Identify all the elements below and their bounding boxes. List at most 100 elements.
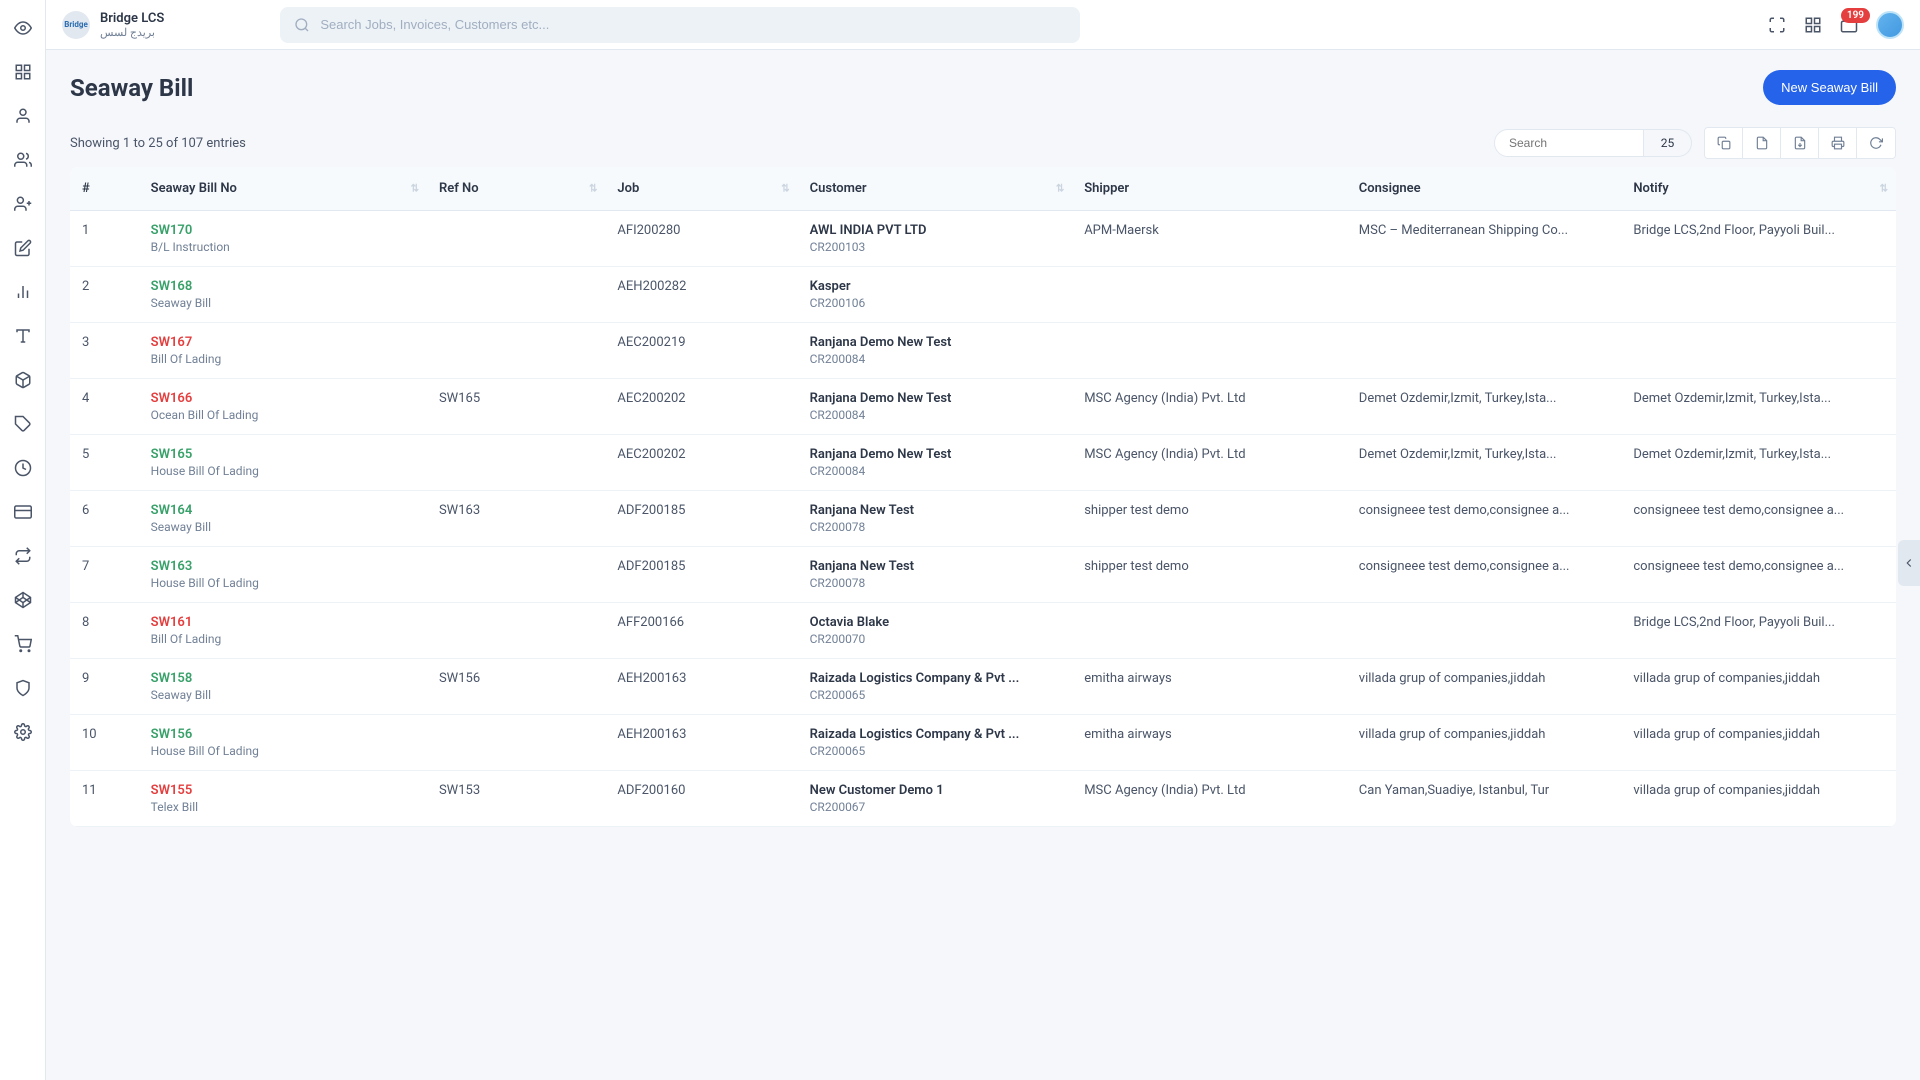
table-row[interactable]: 10 SW156 House Bill Of Lading AEH200163 …	[70, 715, 1896, 771]
search-input[interactable]	[320, 17, 1066, 32]
cell-consignee: villada grup of companies,jiddah	[1347, 715, 1622, 771]
cell-consignee: villada grup of companies,jiddah	[1347, 659, 1622, 715]
table-row[interactable]: 8 SW161 Bill Of Lading AFF200166 Octavia…	[70, 603, 1896, 659]
per-page-select[interactable]: 25	[1644, 129, 1692, 157]
customer-code: CR200078	[810, 576, 1061, 590]
customer-name: Ranjana New Test	[810, 559, 1061, 574]
table-row[interactable]: 9 SW158 Seaway Bill SW156 AEH200163 Raiz…	[70, 659, 1896, 715]
cell-shipper: shipper test demo	[1072, 547, 1347, 603]
download-button[interactable]	[1781, 128, 1819, 158]
users-icon[interactable]	[13, 150, 33, 170]
bill-type: House Bill Of Lading	[151, 744, 415, 758]
cell-consignee: consigneee test demo,consignee a...	[1347, 491, 1622, 547]
avatar[interactable]	[1876, 11, 1904, 39]
customer-name: Octavia Blake	[810, 615, 1061, 630]
font-icon[interactable]	[13, 326, 33, 346]
cell-shipper: emitha airways	[1072, 715, 1347, 771]
table-row[interactable]: 4 SW166 Ocean Bill Of Lading SW165 AEC20…	[70, 379, 1896, 435]
table-row[interactable]: 7 SW163 House Bill Of Lading ADF200185 R…	[70, 547, 1896, 603]
bill-no-link[interactable]: SW163	[151, 559, 415, 574]
eye-icon[interactable]	[13, 18, 33, 38]
brand-title: Bridge LCS	[100, 11, 164, 26]
bill-no-link[interactable]: SW164	[151, 503, 415, 518]
customer-code: CR200084	[810, 408, 1061, 422]
user-icon[interactable]	[13, 106, 33, 126]
table-row[interactable]: 3 SW167 Bill Of Lading AEC200219 Ranjana…	[70, 323, 1896, 379]
customer-code: CR200103	[810, 240, 1061, 254]
logo-area[interactable]: Bridge Bridge LCS بريدج لسس	[62, 11, 164, 39]
package-icon[interactable]	[13, 370, 33, 390]
bill-no-link[interactable]: SW165	[151, 447, 415, 462]
customer-code: CR200078	[810, 520, 1061, 534]
cell-ref	[427, 435, 605, 491]
col-num[interactable]: #	[70, 167, 139, 211]
bill-no-link[interactable]: SW166	[151, 391, 415, 406]
table-row[interactable]: 5 SW165 House Bill Of Lading AEC200202 R…	[70, 435, 1896, 491]
bill-no-link[interactable]: SW158	[151, 671, 415, 686]
print-button[interactable]	[1819, 128, 1857, 158]
cell-shipper: emitha airways	[1072, 659, 1347, 715]
col-consignee[interactable]: Consignee	[1347, 167, 1622, 211]
bill-no-link[interactable]: SW155	[151, 783, 415, 798]
cart-icon[interactable]	[13, 634, 33, 654]
clock-icon[interactable]	[13, 458, 33, 478]
cell-customer: Kasper CR200106	[798, 267, 1073, 323]
bill-no-link[interactable]: SW170	[151, 223, 415, 238]
bill-no-link[interactable]: SW161	[151, 615, 415, 630]
cell-job: AEH200163	[605, 659, 797, 715]
col-job[interactable]: Job⇅	[605, 167, 797, 211]
col-customer[interactable]: Customer⇅	[798, 167, 1073, 211]
side-panel-toggle[interactable]	[1898, 540, 1920, 586]
cell-notify	[1621, 267, 1896, 323]
refresh-icon[interactable]	[13, 546, 33, 566]
apps-icon[interactable]	[1804, 16, 1822, 34]
col-notify[interactable]: Notify⇅	[1621, 167, 1896, 211]
fullscreen-icon[interactable]	[1768, 16, 1786, 34]
table-row[interactable]: 1 SW170 B/L Instruction AFI200280 AWL IN…	[70, 211, 1896, 267]
user-plus-icon[interactable]	[13, 194, 33, 214]
dashboard-icon[interactable]	[13, 62, 33, 82]
tag-icon[interactable]	[13, 414, 33, 434]
cell-job: AEC200202	[605, 379, 797, 435]
table-row[interactable]: 6 SW164 Seaway Bill SW163 ADF200185 Ranj…	[70, 491, 1896, 547]
col-shipper[interactable]: Shipper	[1072, 167, 1347, 211]
cell-shipper	[1072, 603, 1347, 659]
cell-ref	[427, 323, 605, 379]
table-search-input[interactable]	[1494, 129, 1644, 157]
shield-icon[interactable]	[13, 678, 33, 698]
settings-icon[interactable]	[13, 722, 33, 742]
cell-bill: SW167 Bill Of Lading	[139, 323, 427, 379]
cell-consignee	[1347, 603, 1622, 659]
col-ref-no[interactable]: Ref No⇅	[427, 167, 605, 211]
table-row[interactable]: 2 SW168 Seaway Bill AEH200282 Kasper CR2…	[70, 267, 1896, 323]
cell-customer: AWL INDIA PVT LTD CR200103	[798, 211, 1073, 267]
chart-icon[interactable]	[13, 282, 33, 302]
cell-customer: Ranjana New Test CR200078	[798, 547, 1073, 603]
notification-badge: 199	[1841, 8, 1870, 23]
card-icon[interactable]	[13, 502, 33, 522]
bill-no-link[interactable]: SW156	[151, 727, 415, 742]
bill-type: House Bill Of Lading	[151, 576, 415, 590]
cell-consignee: Can Yaman,Suadiye, Istanbul, Tur	[1347, 771, 1622, 827]
cell-ref: SW156	[427, 659, 605, 715]
export-button[interactable]	[1743, 128, 1781, 158]
cell-customer: Raizada Logistics Company & Pvt ... CR20…	[798, 659, 1073, 715]
bill-no-link[interactable]: SW168	[151, 279, 415, 294]
cell-customer: Raizada Logistics Company & Pvt ... CR20…	[798, 715, 1073, 771]
copy-button[interactable]	[1705, 128, 1743, 158]
cell-ref	[427, 267, 605, 323]
codepen-icon[interactable]	[13, 590, 33, 610]
edit-icon[interactable]	[13, 238, 33, 258]
global-search[interactable]	[280, 7, 1080, 43]
cell-notify: Bridge LCS,2nd Floor, Payyoli Buil...	[1621, 211, 1896, 267]
table-row[interactable]: 11 SW155 Telex Bill SW153 ADF200160 New …	[70, 771, 1896, 827]
cell-customer: Octavia Blake CR200070	[798, 603, 1073, 659]
notifications-button[interactable]: 199	[1840, 16, 1858, 34]
new-seaway-bill-button[interactable]: New Seaway Bill	[1763, 70, 1896, 105]
col-bill-no[interactable]: Seaway Bill No⇅	[139, 167, 427, 211]
cell-notify: villada grup of companies,jiddah	[1621, 771, 1896, 827]
bill-no-link[interactable]: SW167	[151, 335, 415, 350]
cell-notify: Bridge LCS,2nd Floor, Payyoli Buil...	[1621, 603, 1896, 659]
reload-button[interactable]	[1857, 128, 1895, 158]
cell-customer: New Customer Demo 1 CR200067	[798, 771, 1073, 827]
